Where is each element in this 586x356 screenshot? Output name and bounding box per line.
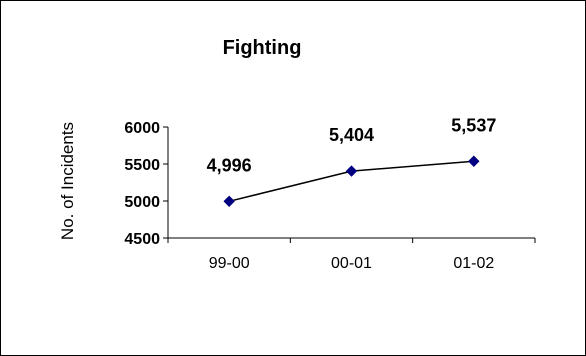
x-tick-label: 99-00: [209, 255, 250, 272]
y-tick-label: 4500: [124, 231, 160, 248]
x-tick-label: 01-02: [453, 255, 494, 272]
y-axis-label: No. of Incidents: [58, 122, 77, 240]
data-label: 5,537: [451, 115, 496, 135]
data-point-marker: [345, 165, 358, 177]
chart-title: Fighting: [223, 37, 302, 59]
chart-marks: 4,996 5,404 5,537: [207, 115, 496, 208]
y-tick-label: 5000: [124, 194, 160, 211]
y-tick-label: 5500: [124, 157, 160, 174]
data-point-marker: [223, 195, 235, 208]
data-label: 5,404: [329, 125, 374, 145]
x-tick-label: 00-01: [331, 255, 372, 272]
data-point-marker: [468, 155, 480, 167]
data-label: 4,996: [207, 155, 252, 175]
axes: 4500 5000 5500 6000 99-00 00-01 01-02: [124, 120, 536, 272]
y-tick-label: 6000: [124, 120, 160, 137]
